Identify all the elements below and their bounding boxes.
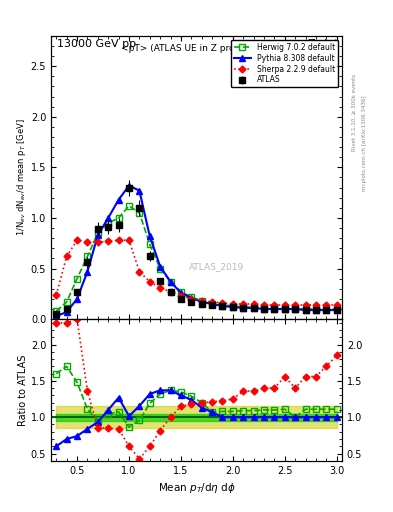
Herwig 7.0.2 default <box>251 304 256 310</box>
Herwig 7.0.2 default <box>324 306 329 312</box>
Text: Rivet 3.1.10, ≥ 300k events: Rivet 3.1.10, ≥ 300k events <box>352 74 357 151</box>
Text: 13000 GeV pp: 13000 GeV pp <box>57 39 136 49</box>
Pythia 8.308 default <box>220 303 225 309</box>
Herwig 7.0.2 default <box>314 306 318 312</box>
Sherpa 2.2.9 default <box>293 302 298 308</box>
Pythia 8.308 default <box>314 307 318 313</box>
Herwig 7.0.2 default <box>231 303 235 309</box>
Pythia 8.308 default <box>324 307 329 313</box>
Herwig 7.0.2 default <box>293 306 298 312</box>
Pythia 8.308 default <box>168 279 173 285</box>
Y-axis label: 1/N$_{ev}$ dN$_{ev}$/d mean p$_T$ [GeV]: 1/N$_{ev}$ dN$_{ev}$/d mean p$_T$ [GeV] <box>15 119 28 237</box>
Pythia 8.308 default <box>303 307 308 313</box>
Herwig 7.0.2 default <box>116 215 121 221</box>
Text: <pT> (ATLAS UE in Z production): <pT> (ATLAS UE in Z production) <box>121 45 272 53</box>
Sherpa 2.2.9 default <box>178 293 183 299</box>
Pythia 8.308 default <box>262 306 266 312</box>
Line: Pythia 8.308 default: Pythia 8.308 default <box>53 182 340 319</box>
Pythia 8.308 default <box>54 313 59 319</box>
Pythia 8.308 default <box>251 305 256 311</box>
Sherpa 2.2.9 default <box>324 302 329 308</box>
Sherpa 2.2.9 default <box>106 238 110 244</box>
Sherpa 2.2.9 default <box>314 302 318 308</box>
Pythia 8.308 default <box>116 197 121 203</box>
Sherpa 2.2.9 default <box>241 301 246 307</box>
Pythia 8.308 default <box>85 268 90 274</box>
Sherpa 2.2.9 default <box>231 301 235 307</box>
Pythia 8.308 default <box>241 305 246 311</box>
Herwig 7.0.2 default <box>220 302 225 308</box>
X-axis label: Mean $p_T$/d$\eta$ d$\phi$: Mean $p_T$/d$\eta$ d$\phi$ <box>158 481 235 495</box>
Pythia 8.308 default <box>210 301 215 307</box>
Herwig 7.0.2 default <box>262 305 266 311</box>
Herwig 7.0.2 default <box>272 305 277 311</box>
Sherpa 2.2.9 default <box>168 289 173 295</box>
Pythia 8.308 default <box>127 182 131 188</box>
Pythia 8.308 default <box>199 299 204 305</box>
Sherpa 2.2.9 default <box>220 300 225 306</box>
Sherpa 2.2.9 default <box>272 302 277 308</box>
Sherpa 2.2.9 default <box>199 298 204 304</box>
Herwig 7.0.2 default <box>241 304 246 310</box>
Sherpa 2.2.9 default <box>137 268 142 274</box>
Pythia 8.308 default <box>293 306 298 312</box>
Pythia 8.308 default <box>189 295 194 301</box>
Pythia 8.308 default <box>106 215 110 221</box>
Text: ATLAS_2019: ATLAS_2019 <box>189 262 244 271</box>
Sherpa 2.2.9 default <box>75 237 79 243</box>
Sherpa 2.2.9 default <box>127 237 131 243</box>
Sherpa 2.2.9 default <box>95 239 100 245</box>
Sherpa 2.2.9 default <box>54 292 59 298</box>
Herwig 7.0.2 default <box>303 306 308 312</box>
Sherpa 2.2.9 default <box>210 299 215 305</box>
Sherpa 2.2.9 default <box>303 302 308 308</box>
Legend: Herwig 7.0.2 default, Pythia 8.308 default, Sherpa 2.2.9 default, ATLAS: Herwig 7.0.2 default, Pythia 8.308 defau… <box>231 39 338 88</box>
Pythia 8.308 default <box>334 307 339 313</box>
Sherpa 2.2.9 default <box>116 237 121 243</box>
Pythia 8.308 default <box>75 296 79 302</box>
Pythia 8.308 default <box>95 232 100 238</box>
Sherpa 2.2.9 default <box>158 285 163 291</box>
Line: Herwig 7.0.2 default: Herwig 7.0.2 default <box>53 203 340 314</box>
Herwig 7.0.2 default <box>189 294 194 300</box>
Herwig 7.0.2 default <box>199 298 204 304</box>
Pythia 8.308 default <box>178 290 183 296</box>
Sherpa 2.2.9 default <box>64 253 69 260</box>
Herwig 7.0.2 default <box>137 210 142 216</box>
Herwig 7.0.2 default <box>106 220 110 226</box>
Pythia 8.308 default <box>272 306 277 312</box>
Pythia 8.308 default <box>137 187 142 194</box>
Herwig 7.0.2 default <box>210 301 215 307</box>
Herwig 7.0.2 default <box>85 253 90 260</box>
Herwig 7.0.2 default <box>334 306 339 312</box>
Sherpa 2.2.9 default <box>334 302 339 308</box>
Sherpa 2.2.9 default <box>251 301 256 307</box>
Pythia 8.308 default <box>231 304 235 310</box>
Pythia 8.308 default <box>158 264 163 270</box>
Herwig 7.0.2 default <box>168 279 173 285</box>
Pythia 8.308 default <box>283 306 287 312</box>
Y-axis label: Ratio to ATLAS: Ratio to ATLAS <box>18 354 28 425</box>
Herwig 7.0.2 default <box>75 275 79 282</box>
Herwig 7.0.2 default <box>127 203 131 209</box>
Herwig 7.0.2 default <box>158 266 163 272</box>
Herwig 7.0.2 default <box>64 299 69 305</box>
Sherpa 2.2.9 default <box>283 302 287 308</box>
Herwig 7.0.2 default <box>95 230 100 236</box>
Sherpa 2.2.9 default <box>262 302 266 308</box>
Herwig 7.0.2 default <box>54 308 59 314</box>
Text: mcplots.cern.ch [arXiv:1306.3436]: mcplots.cern.ch [arXiv:1306.3436] <box>362 96 367 191</box>
Herwig 7.0.2 default <box>178 289 183 295</box>
Sherpa 2.2.9 default <box>147 279 152 285</box>
Sherpa 2.2.9 default <box>189 296 194 302</box>
Herwig 7.0.2 default <box>147 241 152 247</box>
Text: Z+Jet: Z+Jet <box>307 39 339 49</box>
Line: Sherpa 2.2.9 default: Sherpa 2.2.9 default <box>54 238 339 307</box>
Herwig 7.0.2 default <box>283 306 287 312</box>
Sherpa 2.2.9 default <box>85 239 90 245</box>
Pythia 8.308 default <box>147 233 152 239</box>
Pythia 8.308 default <box>64 309 69 315</box>
